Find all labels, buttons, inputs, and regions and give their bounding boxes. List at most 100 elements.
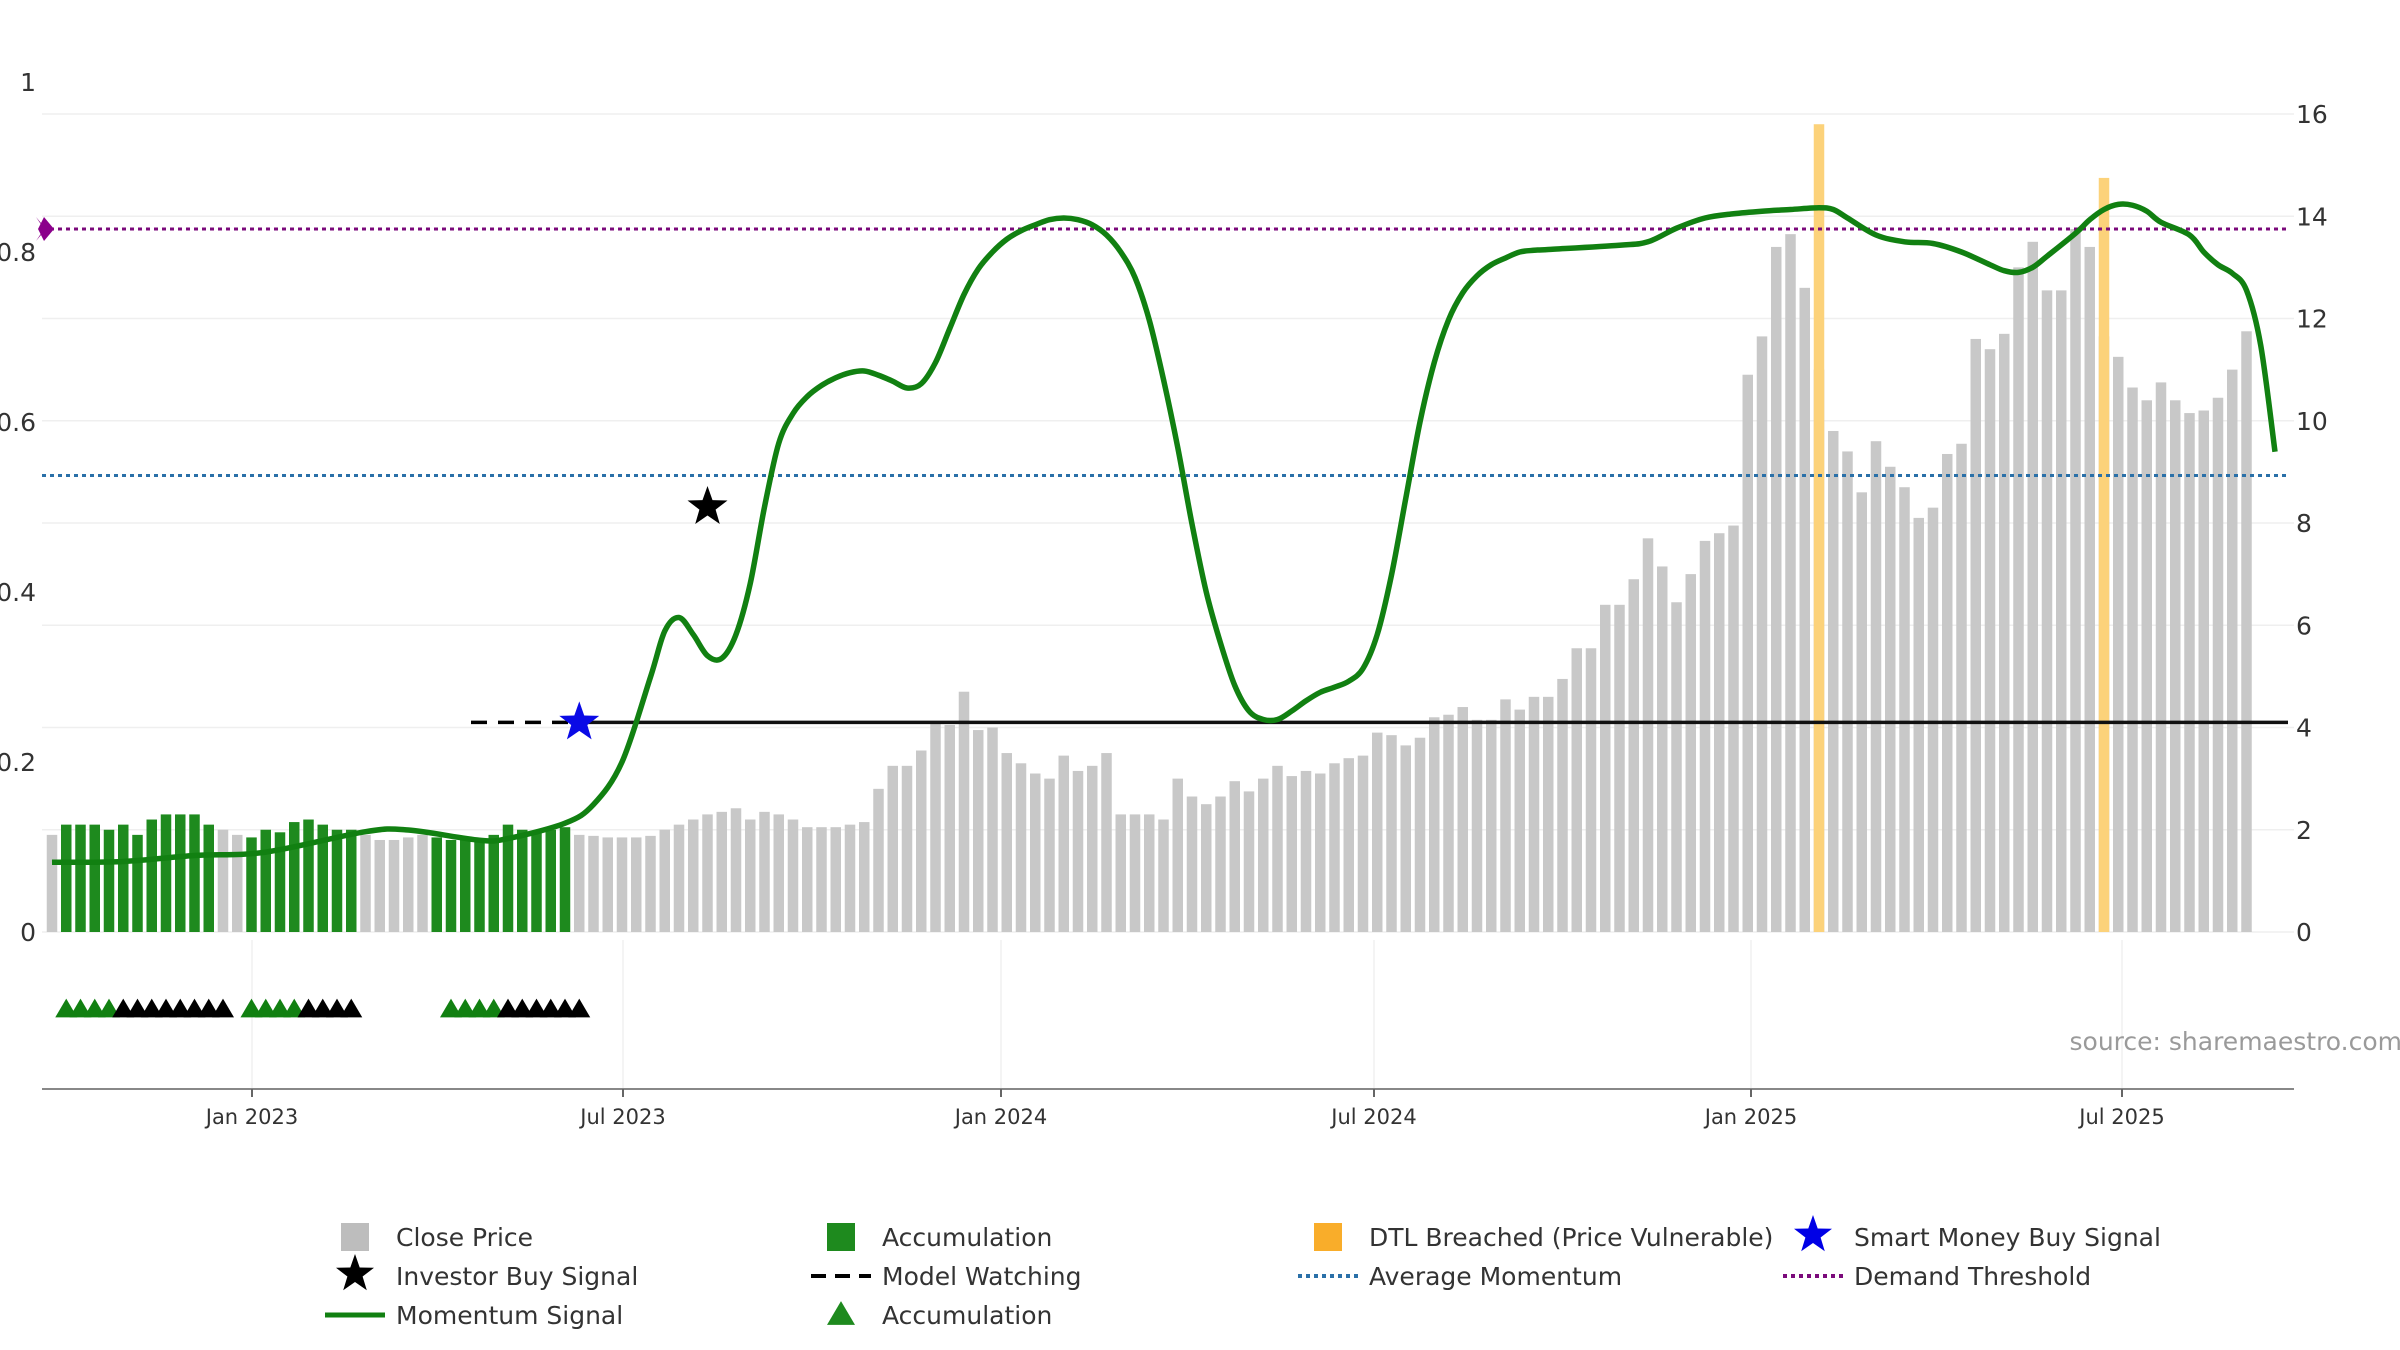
close-price-bar bbox=[2227, 369, 2238, 932]
model-watching-triangle bbox=[197, 998, 220, 1018]
model-watching-triangle bbox=[126, 998, 149, 1018]
legend-label: Accumulation bbox=[882, 1223, 1052, 1252]
accumulation-triangle bbox=[440, 998, 462, 1018]
close-price-bar bbox=[1087, 765, 1098, 932]
close-price-bar bbox=[1229, 781, 1240, 932]
close-price-bar bbox=[1799, 287, 1810, 932]
momentum-signal-line bbox=[51, 201, 2278, 866]
left-axis-tick: 0.2 bbox=[0, 748, 36, 777]
close-price-bar bbox=[1343, 758, 1354, 932]
close-price-bar bbox=[2184, 413, 2195, 932]
close-price-bar bbox=[2070, 229, 2081, 932]
accumulation-bar bbox=[89, 824, 100, 932]
close-price-bar bbox=[588, 835, 599, 932]
close-price-bar bbox=[1771, 246, 1782, 933]
signal-markers bbox=[559, 486, 728, 740]
close-price-bar bbox=[403, 837, 414, 932]
legend-average-momentum: Average Momentum bbox=[1298, 1262, 1622, 1291]
legend-investor-buy-signal: Investor Buy Signal bbox=[336, 1254, 638, 1291]
close-price-bar bbox=[1186, 796, 1198, 932]
price-bars bbox=[46, 124, 2252, 933]
accumulation-triangle bbox=[69, 998, 92, 1018]
accumulation-bar bbox=[75, 824, 86, 932]
right-axis-tick: 12 bbox=[2296, 305, 2328, 334]
close-price-bar bbox=[688, 819, 699, 932]
close-price-bar bbox=[1101, 753, 1112, 932]
close-price-bar bbox=[2027, 241, 2038, 932]
close-price-bar bbox=[1614, 604, 1625, 932]
model-watching-triangle bbox=[554, 998, 576, 1018]
close-price-bar bbox=[1514, 709, 1525, 932]
close-price-bar bbox=[1671, 602, 1682, 932]
close-price-bar bbox=[773, 814, 784, 932]
close-price-bar bbox=[1372, 732, 1383, 932]
close-price-bar bbox=[1828, 430, 1839, 932]
close-price-bar bbox=[217, 829, 229, 932]
accumulation-triangle bbox=[482, 998, 505, 1018]
accumulation-bar bbox=[474, 839, 485, 932]
close-price-bar bbox=[887, 765, 898, 932]
close-price-bar bbox=[2113, 356, 2124, 932]
legend-label: Average Momentum bbox=[1369, 1262, 1622, 1291]
model-watching-triangle bbox=[311, 998, 334, 1018]
close-price-bar bbox=[1329, 763, 1340, 932]
close-price-bar bbox=[1386, 735, 1397, 932]
close-price-bar bbox=[645, 835, 656, 932]
close-price-bar bbox=[1058, 755, 1069, 932]
close-price-bar bbox=[716, 811, 727, 932]
accumulation-bar bbox=[531, 832, 542, 932]
legend-label: Momentum Signal bbox=[396, 1301, 623, 1330]
signal-lines bbox=[36, 201, 2288, 866]
close-price-bar bbox=[1072, 770, 1084, 932]
accumulation-triangles bbox=[55, 998, 591, 1018]
right-axis-tick: 2 bbox=[2296, 816, 2312, 845]
close-price-bar bbox=[1571, 648, 1582, 932]
accumulation-bar bbox=[346, 829, 357, 932]
close-price-bar bbox=[987, 727, 998, 932]
close-price-bar bbox=[1486, 719, 1497, 932]
close-price-bar bbox=[1044, 778, 1055, 932]
model-watching-triangle bbox=[525, 998, 548, 1018]
close-price-bar bbox=[1030, 773, 1041, 932]
accumulation-bar bbox=[103, 829, 115, 932]
close-price-bar bbox=[1414, 737, 1426, 932]
model-watching-triangle bbox=[155, 998, 177, 1018]
close-price-bar bbox=[916, 750, 927, 932]
close-price-bar bbox=[1870, 441, 1882, 932]
close-price-bar bbox=[1129, 814, 1141, 932]
legend-label: Accumulation bbox=[882, 1301, 1052, 1330]
legend-label: Model Watching bbox=[882, 1262, 1082, 1291]
close-price-bar bbox=[2084, 246, 2095, 933]
accumulation-triangle bbox=[254, 998, 277, 1018]
x-axis-tick: Jul 2024 bbox=[1329, 1105, 1416, 1129]
accumulation-bar bbox=[246, 837, 257, 932]
accumulation-bar bbox=[118, 824, 129, 932]
left-axis-tick: 0 bbox=[20, 918, 36, 947]
close-price-bar bbox=[745, 819, 756, 932]
model-watching-triangle bbox=[497, 998, 519, 1018]
model-watching-triangle bbox=[140, 998, 163, 1018]
close-price-bar bbox=[2155, 382, 2167, 932]
accumulation-triangle bbox=[468, 998, 491, 1018]
close-price-bar bbox=[1272, 765, 1283, 932]
x-axis-tick: Jan 2023 bbox=[204, 1105, 299, 1129]
close-price-bar bbox=[1642, 538, 1654, 932]
dtl-breached-bar bbox=[2098, 177, 2110, 932]
right-axis-tick: 10 bbox=[2296, 407, 2328, 436]
close-price-bar bbox=[1856, 492, 1867, 932]
accumulation-triangle bbox=[269, 998, 291, 1018]
close-price-bar bbox=[1528, 696, 1540, 932]
close-price-bar bbox=[1728, 525, 1739, 932]
close-price-bar bbox=[2170, 400, 2181, 932]
right-axis-tick: 14 bbox=[2296, 202, 2328, 231]
close-price-bar bbox=[1471, 719, 1483, 932]
close-price-bar bbox=[901, 765, 913, 932]
close-price-bar bbox=[1457, 707, 1468, 932]
close-price-bar bbox=[1543, 696, 1554, 932]
close-price-bar bbox=[787, 819, 799, 932]
accumulation-bar bbox=[545, 829, 556, 932]
right-axis-tick: 6 bbox=[2296, 611, 2312, 640]
model-watching-triangle bbox=[169, 998, 192, 1018]
accumulation-triangle bbox=[98, 998, 120, 1018]
legend-triangle-icon bbox=[827, 1301, 855, 1325]
